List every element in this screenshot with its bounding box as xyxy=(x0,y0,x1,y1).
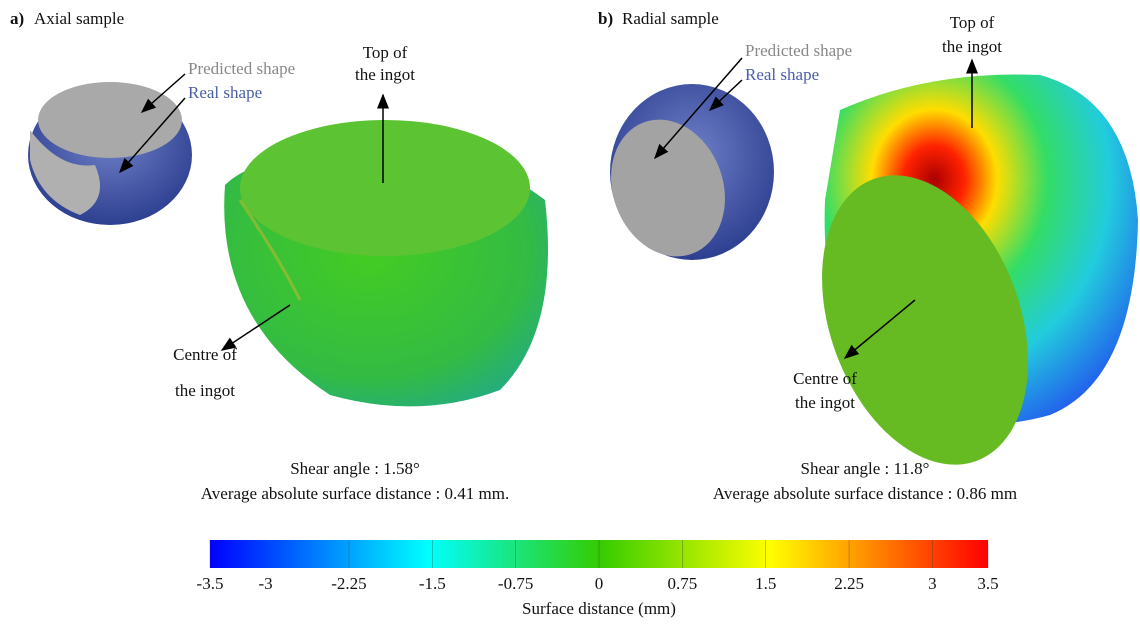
tick-label: 3 xyxy=(928,574,937,593)
tick-label: 1.5 xyxy=(755,574,776,593)
tick-label: -3.5 xyxy=(197,574,224,593)
panel-title: Radial sample xyxy=(622,9,719,28)
annotation: the ingot xyxy=(795,393,855,412)
annotation: Centre of xyxy=(793,369,857,388)
panel-label: a) xyxy=(10,9,24,28)
tick-label: -3 xyxy=(258,574,272,593)
legend-real: Real shape xyxy=(188,83,262,102)
tick-label: 2.25 xyxy=(834,574,864,593)
annotation: the ingot xyxy=(175,381,235,400)
colorbar: Surface distance (mm) -3.5 -3 -2.25 -1.5 -0.… xyxy=(197,540,999,618)
legend-predicted: Predicted shape xyxy=(745,41,852,60)
annotation: the ingot xyxy=(942,37,1002,56)
annotation: Centre of xyxy=(173,345,237,364)
legend-real: Real shape xyxy=(745,65,819,84)
annotation: Top of xyxy=(363,43,408,62)
panel-title: Axial sample xyxy=(34,9,124,28)
ingot-a xyxy=(224,120,548,407)
stat: Average absolute surface distance : 0.41… xyxy=(201,484,509,503)
annotation: the ingot xyxy=(355,65,415,84)
tick-label: -2.25 xyxy=(331,574,366,593)
small-shape xyxy=(28,82,192,225)
tick-label: 0 xyxy=(595,574,604,593)
tick-label: -1.5 xyxy=(419,574,446,593)
tick-label: 0.75 xyxy=(667,574,697,593)
stat: Shear angle : 1.58° xyxy=(290,459,420,478)
ingot-b xyxy=(822,74,1138,465)
legend-predicted: Predicted shape xyxy=(188,59,295,78)
annotation: Top of xyxy=(950,13,995,32)
panel-label: b) xyxy=(598,9,613,28)
small-shape xyxy=(610,84,774,260)
tick-label: 3.5 xyxy=(977,574,998,593)
tick-label: -0.75 xyxy=(498,574,533,593)
panel-b: b) Radial sample Predicted shape Real sh… xyxy=(598,9,1138,503)
colorbar-label: Surface distance (mm) xyxy=(522,599,676,618)
stat: Average absolute surface distance : 0.86… xyxy=(713,484,1017,503)
stat: Shear angle : 11.8° xyxy=(801,459,930,478)
panel-a: a) Axial sample Predicted shape Real sha… xyxy=(10,9,548,503)
